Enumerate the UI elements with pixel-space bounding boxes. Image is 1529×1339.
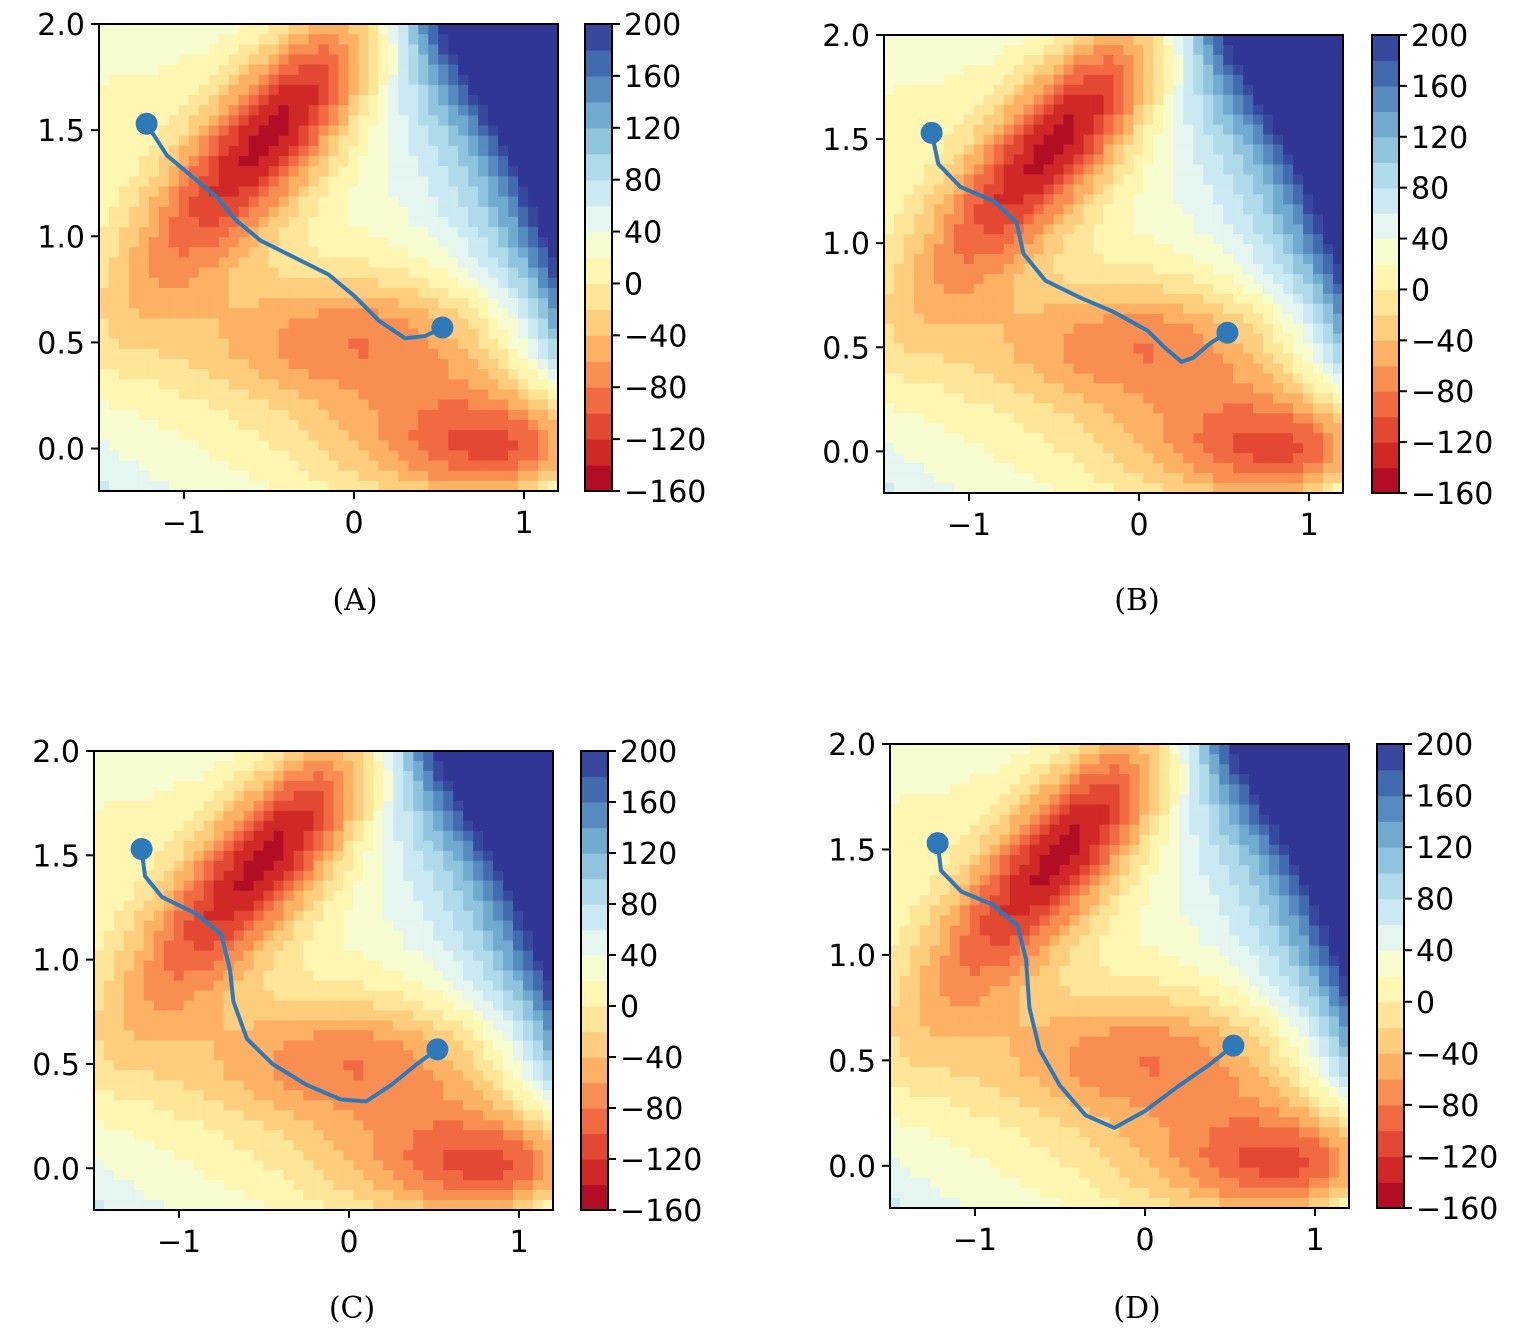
colorbar-tick-label: 80 [624,164,662,199]
colorbar-tick-label: 0 [1416,986,1435,1021]
contour-field [94,751,554,1211]
colorbar: 200 160 120 80 40 0 −40 −80 −120 −160 [1377,728,1498,1227]
colorbar-tick-label: 120 [620,837,677,872]
panel-1: −1 0 1 0.0 0.5 1.0 1.5 2.0 200 160 120 80 40 0 −40 −80 −… [37,8,706,618]
start-point [131,838,153,860]
colorbar-tick-label: 40 [1416,934,1454,969]
panel-4: −1 0 1 0.0 0.5 1.0 1.5 2.0 200 160 120 80 40 0 −40 −80 −… [828,728,1498,1326]
panel-caption: (C) [329,1291,375,1326]
colorbar-tick-label: 0 [1411,273,1430,308]
colorbar-tick-label: −40 [624,319,687,354]
y-tick-label: 1.5 [828,833,876,868]
colorbar-tick-label: 0 [624,267,643,302]
y-tick-label: 2.0 [37,8,85,43]
x-tick-label: −1 [162,506,206,541]
colorbar: 200 160 120 80 40 0 −40 −80 −120 −160 [581,735,702,1229]
colorbar-tick-label: 200 [1416,728,1473,763]
y-tick-label: 0.0 [37,433,85,468]
colorbar-tick-label: −80 [624,371,687,406]
colorbar-tick-label: 80 [1416,883,1454,918]
y-tick-label: 0.5 [37,326,85,361]
colorbar-tick-label: −40 [1416,1037,1479,1072]
y-tick-label: 1.0 [828,939,876,974]
colorbar-tick-label: −160 [620,1194,702,1229]
y-tick-label: 0.0 [822,435,870,470]
y-tick-label: 1.0 [32,944,80,979]
colorbar-tick-label: −120 [624,423,706,458]
y-tick-label: 0.0 [32,1152,80,1187]
end-point [426,1038,448,1060]
colorbar-tick-label: 160 [624,60,681,95]
contour-field [890,744,1350,1209]
colorbar-tick-label: −120 [620,1143,702,1178]
colorbar-tick-label: −40 [1411,324,1474,359]
y-tick-label: 0.0 [828,1150,876,1185]
x-tick-label: 0 [1135,1223,1154,1258]
colorbar-tick-label: 80 [1411,172,1449,207]
colorbar-tick-label: 200 [1411,19,1468,54]
end-point [1216,322,1238,344]
x-tick-label: 1 [509,1225,528,1260]
colorbar-tick-label: 160 [620,786,677,821]
y-tick-label: 1.0 [37,220,85,255]
x-tick-label: −1 [953,1223,997,1258]
colorbar-tick-label: 200 [620,735,677,770]
x-tick-label: −1 [947,508,991,543]
colorbar-tick-label: 0 [620,990,639,1025]
x-tick-label: 1 [1299,508,1318,543]
x-tick-label: 1 [1305,1223,1324,1258]
y-tick-label: 1.5 [37,114,85,149]
colorbar-tick-label: −120 [1416,1140,1498,1175]
colorbar-tick-label: −160 [1411,477,1493,512]
panel-caption: (B) [1114,583,1159,618]
colorbar-tick-label: 40 [1411,223,1449,258]
colorbar-tick-label: 120 [1411,121,1468,156]
y-tick-label: 2.0 [32,735,80,770]
y-tick-label: 1.0 [822,227,870,262]
contour-field [884,35,1344,494]
colorbar-tick-label: −80 [1411,375,1474,410]
y-tick-label: 0.5 [822,331,870,366]
y-tick-label: 2.0 [828,728,876,763]
colorbar-tick-label: 160 [1416,780,1473,815]
contour-field [99,24,559,492]
panel-caption: (D) [1113,1291,1160,1326]
y-tick-label: 0.5 [828,1044,876,1079]
colorbar-tick-label: 80 [620,888,658,923]
colorbar-tick-label: 40 [624,216,662,251]
colorbar: 200 160 120 80 40 0 −40 −80 −120 −160 [1372,19,1493,512]
colorbar-tick-label: −160 [1416,1192,1498,1227]
x-tick-label: 0 [344,506,363,541]
x-tick-label: −1 [157,1225,201,1260]
panel-2: −1 0 1 0.0 0.5 1.0 1.5 2.0 200 160 120 80 40 0 −40 −80 −… [822,19,1493,618]
y-tick-label: 1.5 [32,839,80,874]
colorbar-tick-label: 120 [1416,831,1473,866]
start-point [927,832,949,854]
colorbar-tick-label: 200 [624,8,681,43]
colorbar-tick-label: 120 [624,112,681,147]
y-tick-label: 2.0 [822,19,870,54]
colorbar-tick-label: −40 [620,1041,683,1076]
start-point [136,113,158,135]
start-point [921,122,943,144]
colorbar: 200 160 120 80 40 0 −40 −80 −120 −160 [585,8,706,510]
colorbar-tick-label: 160 [1411,70,1468,105]
colorbar-tick-label: −160 [624,475,706,510]
panel-3: −1 0 1 0.0 0.5 1.0 1.5 2.0 200 160 120 80 40 0 −40 −80 −… [32,735,702,1326]
x-tick-label: 0 [1129,508,1148,543]
colorbar-tick-label: 40 [620,939,658,974]
x-tick-label: 0 [339,1225,358,1260]
colorbar-tick-label: −120 [1411,426,1493,461]
end-point [431,317,453,339]
colorbar-tick-label: −80 [1416,1089,1479,1124]
end-point [1222,1035,1244,1057]
colorbar-tick-label: −80 [620,1092,683,1127]
panel-caption: (A) [332,583,377,618]
x-tick-label: 1 [514,506,533,541]
y-tick-label: 0.5 [32,1048,80,1083]
y-tick-label: 1.5 [822,123,870,158]
